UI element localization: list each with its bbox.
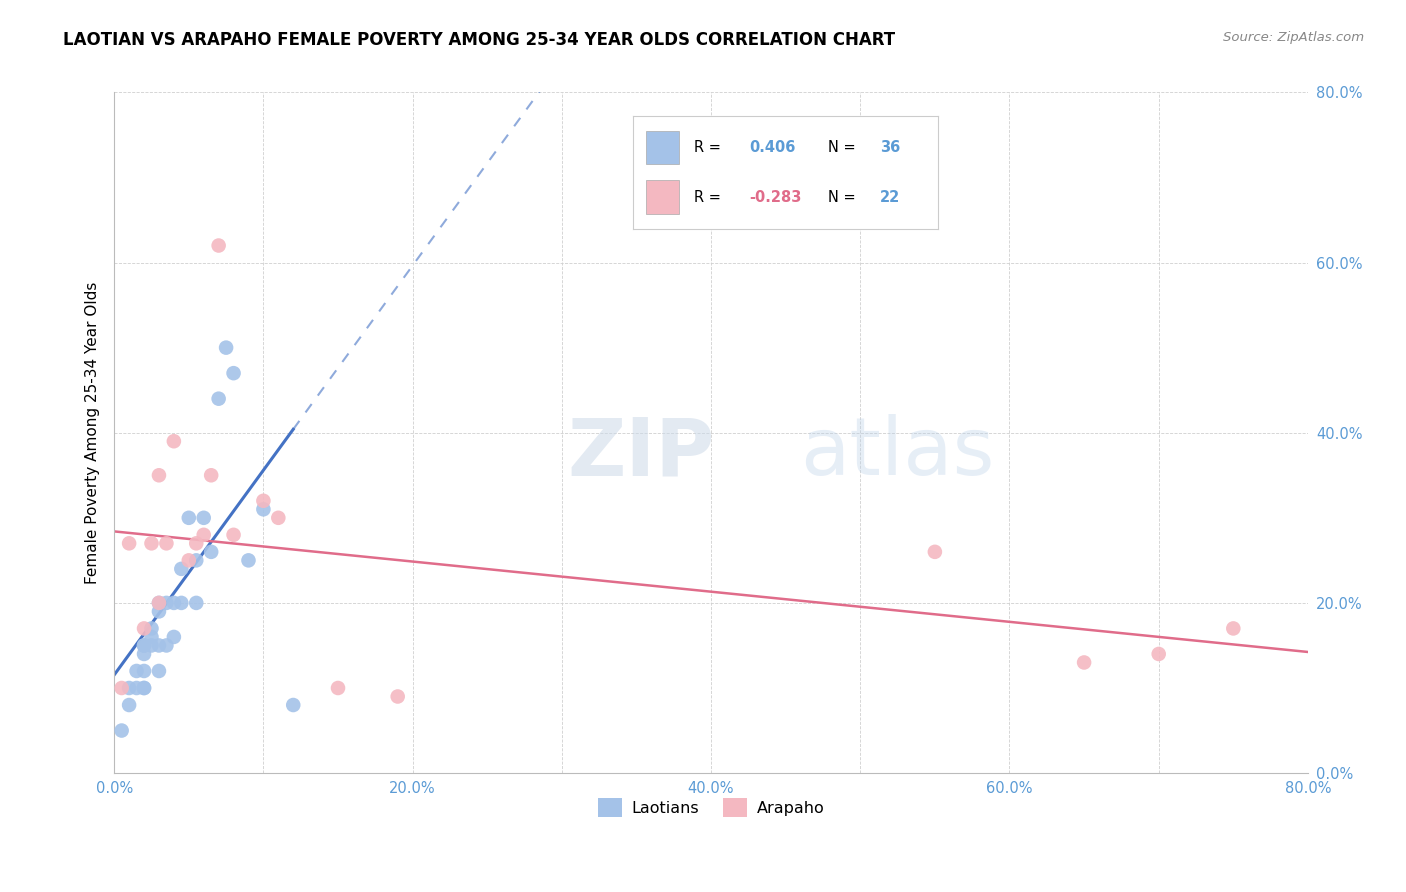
Point xyxy=(148,596,170,610)
Text: atlas: atlas xyxy=(800,414,995,492)
Point xyxy=(155,639,177,653)
Point xyxy=(1222,622,1244,636)
Point xyxy=(252,493,274,508)
Point xyxy=(283,698,305,712)
Text: Source: ZipAtlas.com: Source: ZipAtlas.com xyxy=(1223,31,1364,45)
Point xyxy=(155,536,177,550)
Legend: Laotians, Arapaho: Laotians, Arapaho xyxy=(592,792,831,823)
Point xyxy=(155,596,177,610)
Point xyxy=(118,536,141,550)
Point xyxy=(132,639,155,653)
Point xyxy=(132,639,155,653)
Point xyxy=(186,596,208,610)
Point xyxy=(125,664,148,678)
Point xyxy=(148,596,170,610)
Point xyxy=(141,536,163,550)
Point xyxy=(132,681,155,695)
Text: LAOTIAN VS ARAPAHO FEMALE POVERTY AMONG 25-34 YEAR OLDS CORRELATION CHART: LAOTIAN VS ARAPAHO FEMALE POVERTY AMONG … xyxy=(63,31,896,49)
Point xyxy=(148,664,170,678)
Point xyxy=(163,434,186,449)
Point xyxy=(208,392,231,406)
Point xyxy=(924,545,946,559)
Point xyxy=(148,468,170,483)
Point xyxy=(141,639,163,653)
Point xyxy=(125,681,148,695)
Point xyxy=(252,502,274,516)
Point xyxy=(141,622,163,636)
Point xyxy=(132,664,155,678)
Point xyxy=(132,622,155,636)
Point xyxy=(148,604,170,618)
Point xyxy=(222,366,245,380)
Point xyxy=(215,341,238,355)
Point xyxy=(148,639,170,653)
Point xyxy=(170,562,193,576)
Point xyxy=(177,511,200,525)
Point xyxy=(132,681,155,695)
Point xyxy=(200,545,222,559)
Point xyxy=(186,553,208,567)
Point xyxy=(200,468,222,483)
Point xyxy=(326,681,349,695)
Point xyxy=(1073,656,1095,670)
Point xyxy=(163,596,186,610)
Text: ZIP: ZIP xyxy=(568,414,716,492)
Point xyxy=(141,630,163,644)
Point xyxy=(222,528,245,542)
Point xyxy=(186,536,208,550)
Point xyxy=(170,596,193,610)
Point xyxy=(267,511,290,525)
Y-axis label: Female Poverty Among 25-34 Year Olds: Female Poverty Among 25-34 Year Olds xyxy=(86,282,100,584)
Point xyxy=(163,630,186,644)
Point xyxy=(111,723,134,738)
Point xyxy=(208,238,231,252)
Point xyxy=(118,698,141,712)
Point xyxy=(387,690,409,704)
Point xyxy=(163,60,186,74)
Point xyxy=(177,553,200,567)
Point xyxy=(238,553,260,567)
Point xyxy=(132,647,155,661)
Point xyxy=(1147,647,1170,661)
Point xyxy=(193,511,215,525)
Point xyxy=(193,528,215,542)
Point xyxy=(111,681,134,695)
Point xyxy=(118,681,141,695)
